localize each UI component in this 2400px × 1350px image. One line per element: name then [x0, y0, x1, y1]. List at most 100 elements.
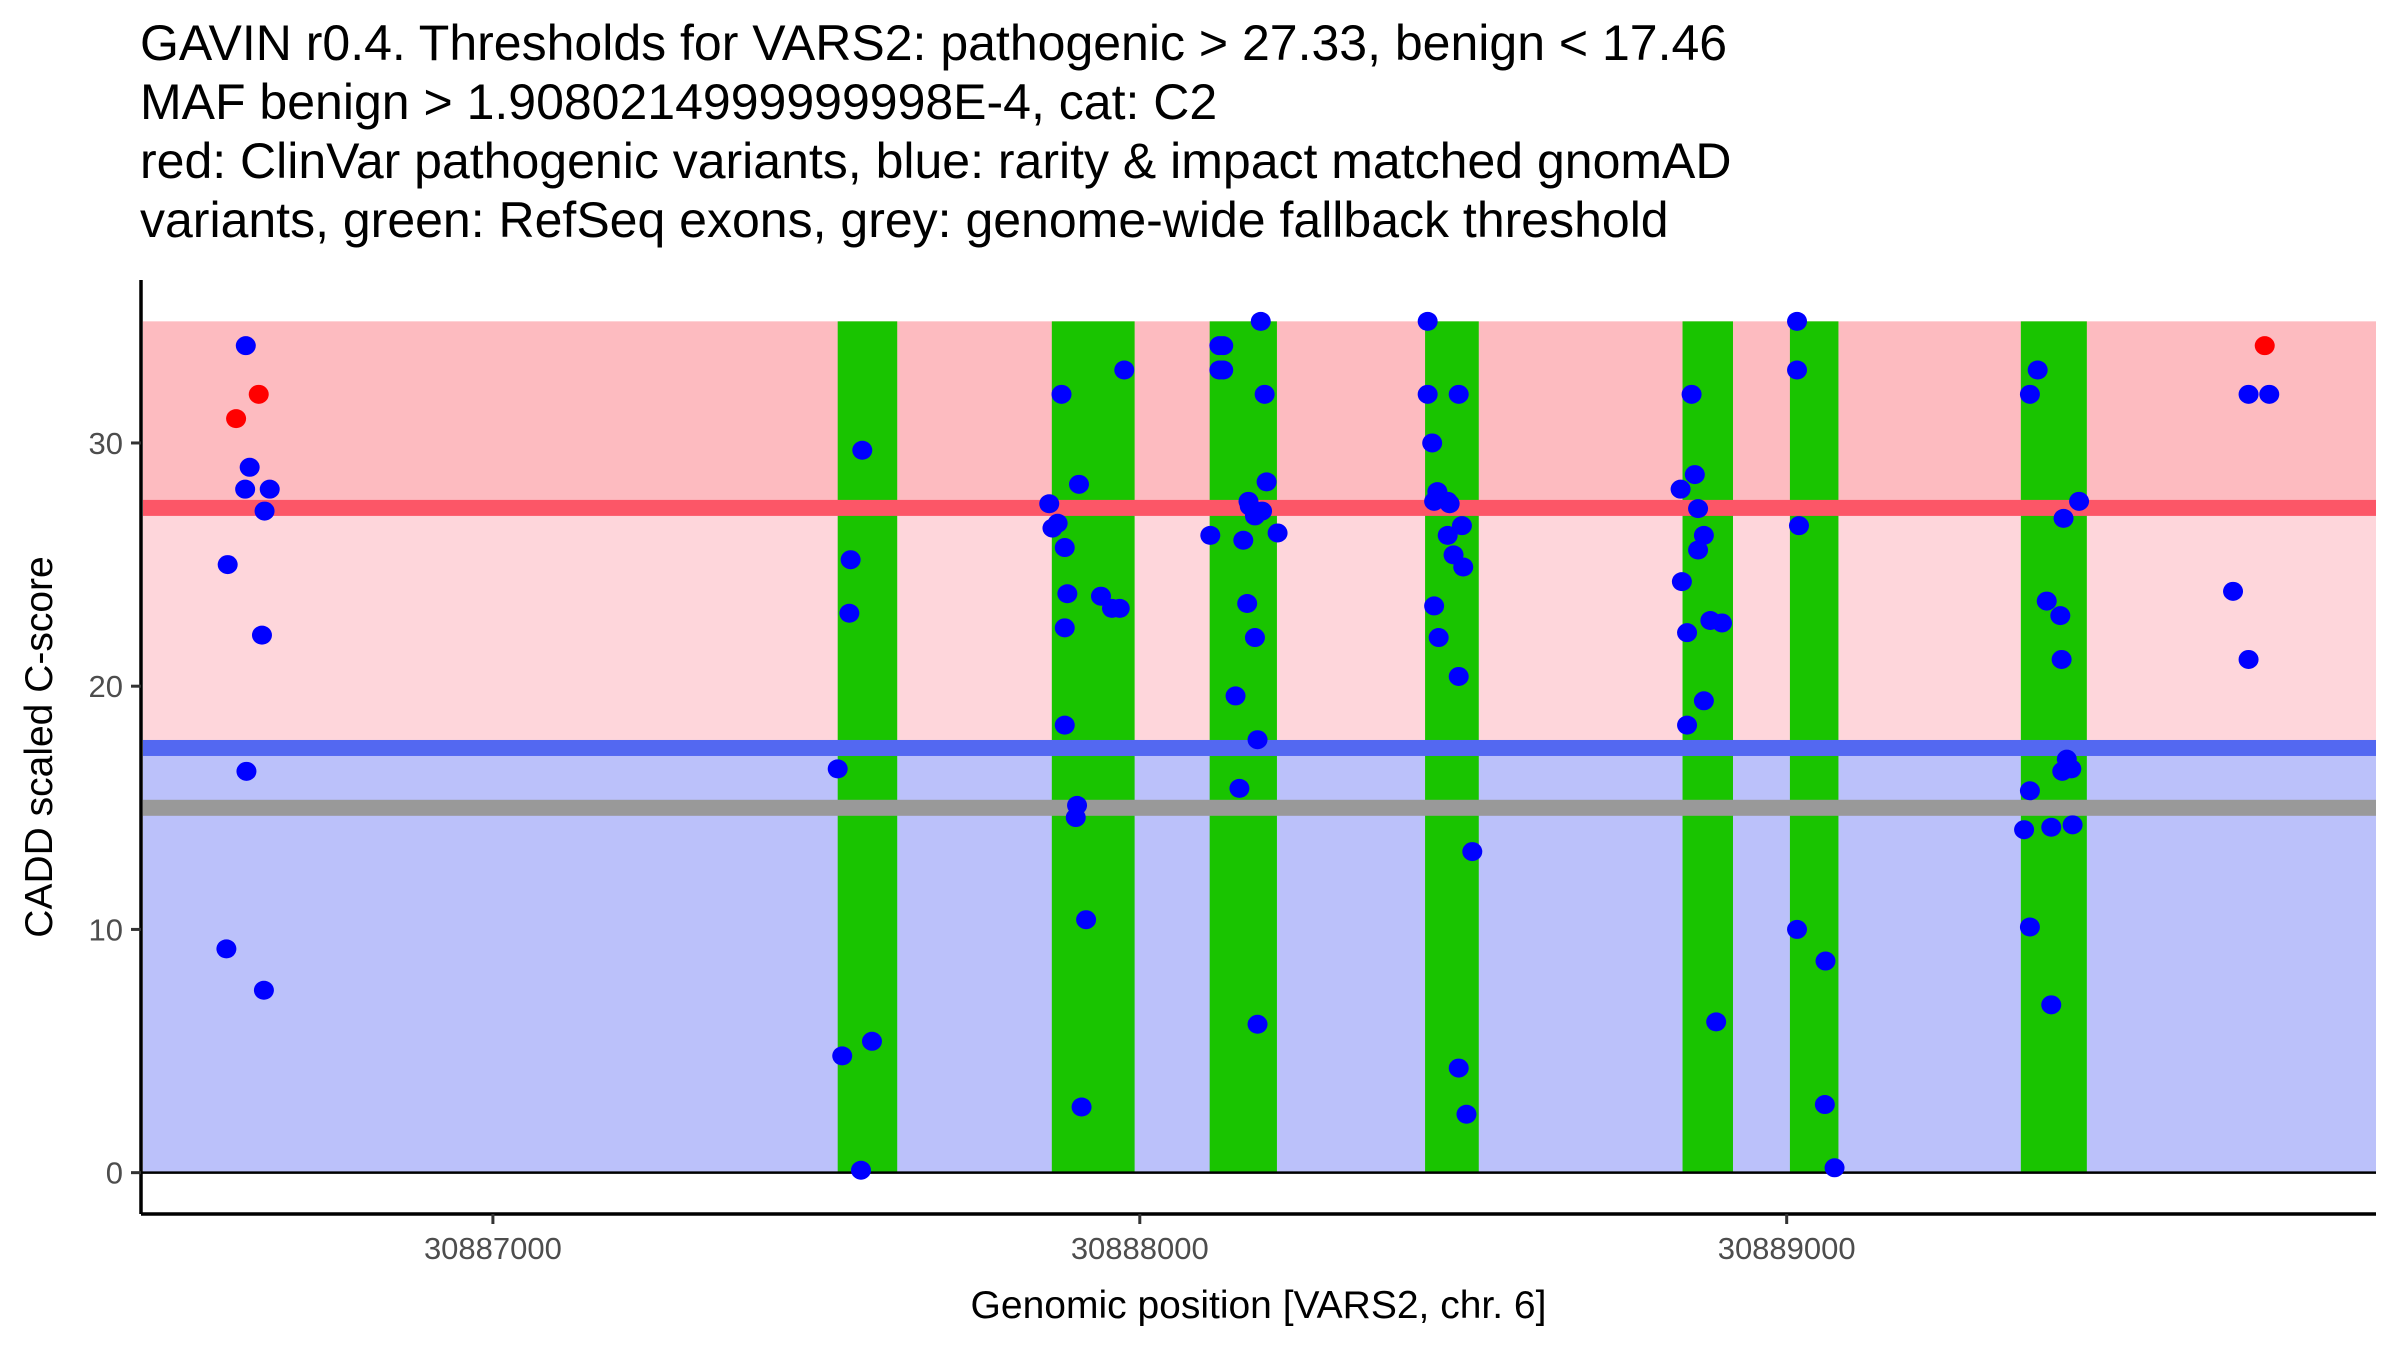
gnomad-point — [1424, 596, 1445, 616]
gnomad-point — [251, 625, 272, 645]
gnomad-point — [1071, 1097, 1092, 1117]
gnomad-point — [235, 336, 256, 356]
gnomad-point — [1225, 686, 1246, 706]
gnomad-point — [1688, 499, 1709, 519]
gnomad-point — [1448, 1058, 1469, 1078]
gnomad-point — [1054, 618, 1075, 638]
gnomad-point — [236, 761, 257, 781]
gnomad-point — [2036, 591, 2057, 611]
gnomad-point — [1267, 523, 1288, 543]
gnomad-point — [1448, 666, 1469, 686]
title-line-4: variants, green: RefSeq exons, grey: gen… — [140, 192, 1669, 248]
gnomad-point — [839, 603, 860, 623]
gnomad-point — [1693, 691, 1714, 711]
gnomad-point — [1076, 910, 1097, 930]
gnomad-point — [1054, 538, 1075, 558]
gnomad-point — [216, 939, 237, 959]
gnomad-point — [1437, 525, 1458, 545]
x-tick-label: 30887000 — [424, 1231, 562, 1266]
y-tick-label: 20 — [89, 669, 123, 704]
gnomad-point — [1068, 474, 1089, 494]
gnomad-point — [217, 555, 238, 575]
gnomad-point — [1256, 472, 1277, 492]
gnomad-point — [1439, 494, 1460, 514]
x-tick-label: 30888000 — [1071, 1231, 1209, 1266]
gnomad-point — [1051, 384, 1072, 404]
gnomad-point — [1252, 501, 1273, 521]
gnomad-point — [1815, 951, 1836, 971]
gnomad-point — [1677, 715, 1698, 735]
x-axis-title: Genomic position [VARS2, chr. 6] — [971, 1284, 1547, 1327]
clinvar-point — [226, 409, 247, 429]
gnomad-point — [2238, 649, 2259, 669]
gnomad-point — [259, 479, 280, 499]
gnomad-point — [2061, 759, 2082, 779]
fallback-threshold-line — [143, 799, 2376, 816]
gnomad-point — [1670, 479, 1691, 499]
gnomad-point — [1671, 572, 1692, 592]
gnomad-point — [2051, 649, 2072, 669]
clinvar-point — [248, 384, 269, 404]
gnomad-point — [2019, 781, 2040, 801]
gnomad-point — [2027, 360, 2048, 380]
y-tick-label: 0 — [106, 1156, 123, 1191]
gnomad-point — [1824, 1158, 1845, 1178]
gnomad-point — [1233, 530, 1254, 550]
gnomad-point — [1787, 919, 1808, 939]
gnomad-point — [1422, 433, 1443, 453]
gnomad-point — [1229, 778, 1250, 798]
gnomad-point — [1247, 730, 1268, 750]
gnomad-point — [1057, 584, 1078, 604]
gnomad-point — [2259, 384, 2280, 404]
gnomad-point — [852, 440, 873, 460]
gnomad-point — [1451, 516, 1472, 536]
gnomad-point — [832, 1046, 853, 1066]
gnomad-point — [1706, 1012, 1727, 1032]
gnomad-point — [1681, 384, 1702, 404]
gnomad-point — [2238, 384, 2259, 404]
gnomad-point — [1065, 808, 1086, 828]
gnomad-point — [1054, 715, 1075, 735]
axes: 0 10 20 30 30887000 30888000 30889000 — [89, 280, 2376, 1266]
gnomad-point — [1200, 525, 1221, 545]
gnomad-point — [1456, 1104, 1477, 1124]
x-tick-label: 30889000 — [1718, 1231, 1856, 1266]
y-tick-label: 30 — [89, 426, 123, 461]
title-line-2: MAF benign > 1.9080214999999998E-4, cat:… — [140, 74, 1218, 130]
gnomad-point — [239, 457, 260, 477]
gnomad-point — [1453, 557, 1474, 577]
gnomad-point — [2041, 817, 2062, 837]
gnomad-point — [1213, 360, 1234, 380]
gnomad-point — [253, 980, 274, 1000]
gnomad-point — [1237, 593, 1258, 613]
gnomad-point — [254, 501, 275, 521]
y-axis-title: CADD scaled C-score — [18, 556, 61, 937]
gnomad-point — [1250, 311, 1271, 331]
gnomad-point — [1688, 540, 1709, 560]
gnomad-point — [235, 479, 256, 499]
gnomad-point — [1693, 525, 1714, 545]
chart-title: GAVIN r0.4. Thresholds for VARS2: pathog… — [140, 14, 1731, 250]
gnomad-point — [1711, 613, 1732, 633]
gnomad-point — [2223, 581, 2244, 601]
gnomad-point — [1244, 628, 1265, 648]
gnomad-point — [850, 1160, 871, 1180]
title-line-3: red: ClinVar pathogenic variants, blue: … — [140, 133, 1732, 189]
gnomad-point — [1787, 360, 1808, 380]
gnomad-point — [2062, 815, 2083, 835]
gnomad-point — [1039, 494, 1060, 514]
gnomad-point — [1787, 311, 1808, 331]
clinvar-point — [2254, 336, 2275, 356]
gnomad-point — [2053, 508, 2074, 528]
gnomad-point — [1462, 842, 1483, 862]
gnomad-point — [1213, 336, 1234, 356]
gnomad-point — [1417, 311, 1438, 331]
gnomad-point — [1814, 1095, 1835, 1115]
gnomad-point — [827, 759, 848, 779]
y-tick-label: 10 — [89, 912, 123, 947]
gnomad-point — [1254, 384, 1275, 404]
gnomad-point — [861, 1031, 882, 1051]
gnomad-point — [2019, 384, 2040, 404]
gnomad-point — [1448, 384, 1469, 404]
